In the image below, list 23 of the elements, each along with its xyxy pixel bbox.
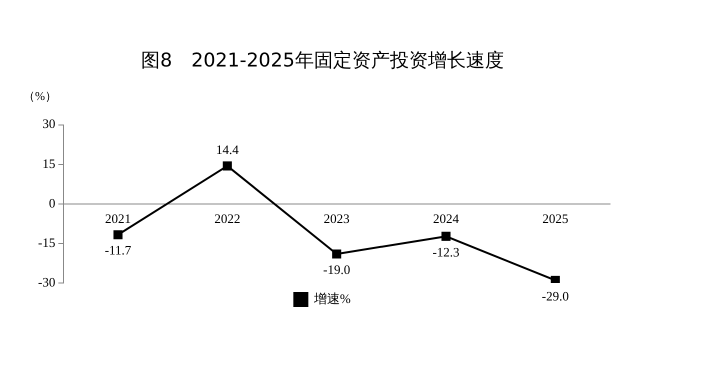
y-tick-label: -30 <box>38 274 56 290</box>
chart-title: 图8 2021-2025年固定资产投资增长速度 <box>141 49 504 72</box>
data-label: -12.3 <box>432 244 460 260</box>
y-tick-label: 30 <box>42 116 56 132</box>
legend-label: 增速% <box>312 290 351 306</box>
x-tick-label: 2025 <box>542 211 568 226</box>
y-axis-title: （%） <box>23 88 57 103</box>
point <box>550 276 560 283</box>
point <box>332 249 342 259</box>
y-tick-label: 15 <box>42 156 56 171</box>
x-tick-label: 2023 <box>324 211 350 226</box>
x-tick-label: 2024 <box>433 211 460 226</box>
data-label: -11.7 <box>104 242 132 258</box>
point <box>441 232 451 241</box>
data-label: -29.0 <box>542 288 569 304</box>
x-tick-label: 2021 <box>104 211 131 226</box>
x-tick-label: 2022 <box>214 211 240 226</box>
data-label: -19.0 <box>323 262 350 277</box>
y-tick-label: 0 <box>48 195 56 210</box>
point <box>222 161 232 170</box>
y-tick-label: -15 <box>38 234 56 250</box>
data-label: 14.4 <box>216 142 240 157</box>
point <box>113 230 123 240</box>
